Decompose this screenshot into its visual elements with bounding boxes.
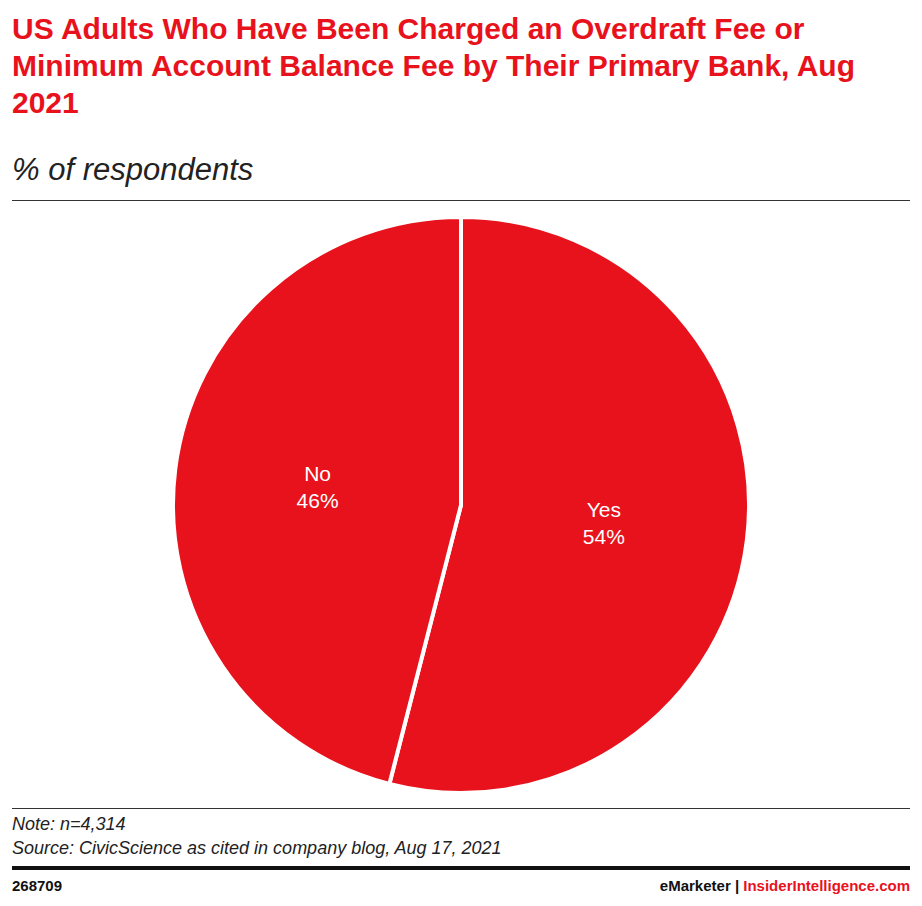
- svg-text:Yes54%: Yes54%: [583, 498, 625, 548]
- html-text:eMarketer | InsiderIntelligenc: eMarketer | InsiderIntelligence.com: [659, 877, 910, 894]
- svg-text:No46%: No46%: [297, 462, 339, 512]
- html-text:US Adults Who Have Been Charge: US Adults Who Have Been Charged an Overd…: [12, 12, 855, 119]
- html-text:Note: n=4,314: Note: n=4,314: [12, 814, 126, 834]
- html-text:% of respondents: % of respondents: [12, 152, 254, 187]
- html-text:268709: 268709: [12, 877, 63, 894]
- html-text:Source: CivicScience as cited: Source: CivicScience as cited in company…: [12, 838, 502, 858]
